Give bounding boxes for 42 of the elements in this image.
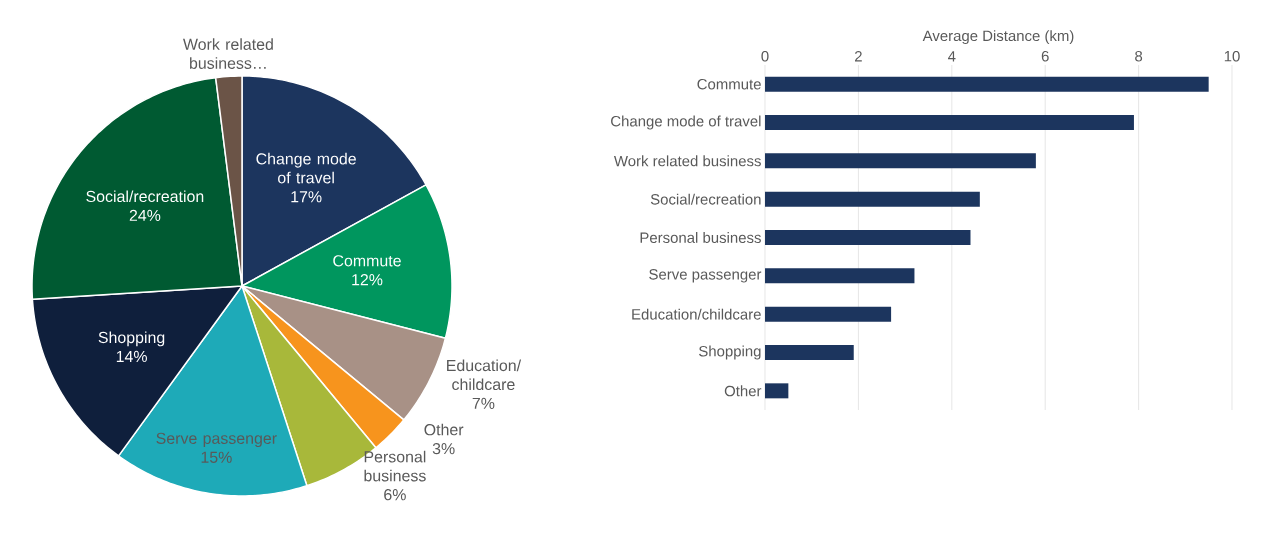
bar — [765, 306, 892, 322]
data-label: 12% — [352, 274, 383, 286]
slice-label: Shopping — [98, 331, 165, 347]
bar — [765, 191, 980, 207]
y-tick-label: Change mode of travel — [611, 115, 761, 130]
slice-label: Work related business… — [183, 38, 273, 69]
x-tick-label: 6 — [1041, 50, 1049, 62]
x-tick-label: 8 — [1135, 50, 1143, 62]
slice-label: Serve passenger — [156, 432, 277, 448]
y-tick-label: Social/recreation — [650, 193, 761, 205]
data-label: 24% — [129, 209, 161, 221]
x-tick-label: 0 — [761, 50, 769, 62]
bar — [765, 268, 915, 284]
slice-label: Change mode of travel — [256, 152, 356, 184]
y-tick-label: Serve passenger — [649, 269, 762, 283]
slice-label: Other — [424, 423, 464, 436]
slice-label: Personal business — [364, 450, 426, 482]
data-label: 17% — [291, 191, 322, 203]
data-label: 15% — [201, 451, 232, 463]
bar — [765, 153, 1036, 169]
slice-label: Education/ childcare — [447, 359, 522, 391]
x-tick-label: 4 — [948, 51, 956, 62]
y-tick-label: Shopping — [699, 345, 761, 360]
x-tick-label: 10 — [1224, 50, 1240, 62]
bar — [765, 76, 1209, 92]
y-tick-label: Commute — [697, 78, 761, 90]
data-label: 7% — [472, 397, 495, 409]
data-label: 6% — [384, 489, 406, 501]
bar — [765, 383, 789, 399]
slice-label: Commute — [333, 255, 401, 267]
bar — [765, 115, 1134, 130]
y-tick-label: Work related business — [613, 155, 761, 167]
y-tick-label: Other — [724, 385, 762, 397]
y-tick-label: Education/childcare — [632, 308, 761, 320]
slice-label: Social/recreation — [86, 190, 204, 203]
bar — [765, 345, 854, 360]
x-tick-label: 2 — [855, 51, 862, 62]
data-label: 3% — [432, 442, 455, 455]
data-label: 14% — [116, 350, 147, 362]
bar — [765, 230, 971, 245]
y-tick-label: Personal business — [640, 232, 761, 243]
x-axis-title: Average Distance (km) — [922, 30, 1074, 45]
